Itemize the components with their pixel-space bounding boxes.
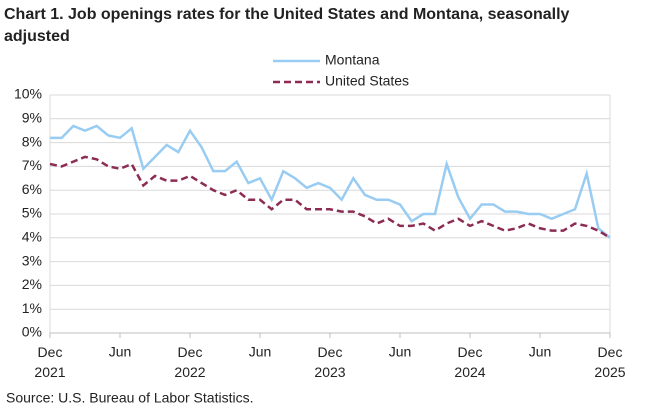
y-tick-label: 2%: [22, 276, 42, 292]
y-tick-label: 8%: [22, 133, 42, 149]
x-tick-label: Dec 2024: [454, 344, 485, 380]
source: Source: U.S. Bureau of Labor Statistics.: [6, 390, 253, 406]
series-line: [49, 155, 611, 239]
y-tick-label: 10%: [14, 86, 42, 102]
x-tick-label: Jun: [389, 344, 412, 360]
y-tick-label: 0%: [22, 324, 42, 340]
y-tick-label: 6%: [22, 181, 42, 197]
y-tick-label: 1%: [22, 300, 42, 316]
x-tick-label: Dec 2022: [174, 344, 205, 380]
y-tick-label: 5%: [22, 205, 42, 221]
legend-label: United States: [325, 73, 409, 89]
x-tick-label: Dec 2021: [34, 344, 65, 380]
x-tick-label: Jun: [109, 344, 132, 360]
y-tick-label: 9%: [22, 110, 42, 126]
y-tick-label: 4%: [22, 229, 42, 245]
series-line: [50, 124, 611, 239]
chart-title: Chart 1. Job openings rates for the Unit…: [4, 6, 570, 45]
x-tick-label: Jun: [529, 344, 552, 360]
x-tick-label: Dec 2023: [314, 344, 345, 380]
y-tick-label: 3%: [22, 252, 42, 268]
title-box: Chart 1. Job openings rates for the Unit…: [4, 6, 570, 45]
legend-label: Montana: [325, 52, 380, 68]
y-tick-label: 7%: [22, 157, 42, 173]
x-tick-label: Dec 2025: [594, 344, 625, 380]
x-tick-label: Jun: [249, 344, 272, 360]
